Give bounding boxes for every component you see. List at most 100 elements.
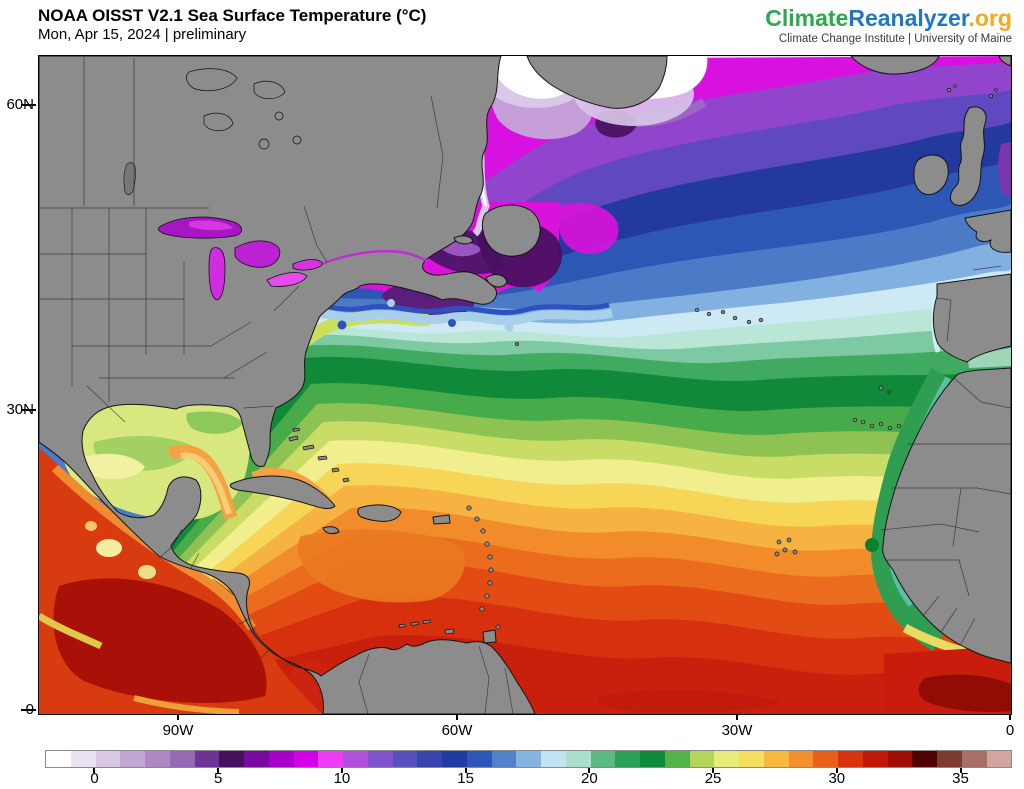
lon-tick: [1009, 714, 1011, 720]
colorbar-cell: [937, 751, 962, 767]
colorbar-cell: [640, 751, 665, 767]
anticosti: [453, 235, 474, 245]
iceland: [850, 56, 940, 75]
colorbar-label: 35: [952, 770, 969, 787]
colorbar-cell: [986, 751, 1012, 767]
colorbar-cell: [838, 751, 863, 767]
colorbar-tick: [588, 768, 591, 773]
logo-wordmark[interactable]: ClimateReanalyzer.org: [765, 5, 1012, 32]
colorbar-cell: [763, 751, 789, 767]
colorbar-cell: [590, 751, 616, 767]
greenland: [526, 56, 668, 109]
colorbar-cell: [912, 751, 937, 767]
jamaica: [322, 526, 340, 535]
lon-label: 30W: [721, 722, 753, 739]
colorbar-tick: [464, 768, 467, 773]
logo-part-climate: Climate: [765, 5, 849, 31]
colorbar-cell: [615, 751, 640, 767]
hispaniola: [357, 504, 402, 522]
colorbar-label: 20: [581, 770, 598, 787]
colorbar-label: 5: [214, 770, 223, 787]
africa: [882, 367, 1011, 664]
lon-label: 60W: [441, 722, 473, 739]
puerto-rico: [432, 514, 451, 525]
logo-part-reanalyzer: Reanalyzer: [848, 5, 969, 31]
lat-label: 60N: [6, 96, 34, 113]
sst-map: [38, 55, 1012, 715]
colorbar-cell: [343, 751, 368, 767]
colorbar-tick: [340, 768, 343, 773]
lat-tick: [21, 104, 36, 106]
islands-layer: [186, 68, 998, 635]
colorbar-cell: [516, 751, 541, 767]
colorbar-cell: [318, 751, 343, 767]
colorbar-cell: [862, 751, 888, 767]
lat-tick: [21, 709, 36, 711]
colorbar-tick: [217, 768, 220, 773]
colorbar-cell: [442, 751, 467, 767]
page-title: NOAA OISST V2.1 Sea Surface Temperature …: [38, 6, 427, 25]
iberia: [932, 273, 1011, 363]
colorbar-cell: [392, 751, 418, 767]
colorbar-cell: [367, 751, 393, 767]
colorbar-cell: [887, 751, 913, 767]
north-and-south-america: [39, 56, 536, 714]
colorbar-cell: [961, 751, 987, 767]
site-logo[interactable]: ClimateReanalyzer.org Climate Change Ins…: [765, 5, 1012, 45]
colorbar-cell: [95, 751, 121, 767]
borders-layer: [39, 56, 1011, 714]
ocean-features-tropics: [39, 293, 1011, 714]
colorbar-cell: [417, 751, 442, 767]
cuba: [229, 475, 336, 509]
lakes-layer: [123, 162, 430, 301]
lat-label: 0: [25, 701, 34, 718]
colorbar-cell: [120, 751, 145, 767]
lon-tick: [456, 714, 458, 720]
colorbar-cell: [466, 751, 492, 767]
colorbar-label: 25: [704, 770, 722, 787]
colorbar-tick: [93, 768, 96, 773]
colorbar-cell: [813, 751, 838, 767]
scandinavia-tip: [998, 56, 1011, 67]
colorbar-cell: [219, 751, 244, 767]
colorbar-cell: [46, 751, 71, 767]
logo-part-org: .org: [968, 5, 1012, 31]
lon-label: 90W: [162, 722, 194, 739]
colorbar-cell: [565, 751, 591, 767]
colorbar-cell: [541, 751, 566, 767]
colorbar-label: 10: [333, 770, 351, 787]
lon-label: 0: [1005, 722, 1015, 739]
temperature-colorbar: [45, 750, 1012, 768]
colorbar-cell: [739, 751, 764, 767]
colorbar-tick: [835, 768, 838, 773]
colorbar-cell: [788, 751, 814, 767]
lon-tick: [736, 714, 738, 720]
great-britain: [949, 106, 987, 206]
colorbar-cell: [689, 751, 715, 767]
colorbar-cell: [664, 751, 690, 767]
colorbar-cell: [714, 751, 739, 767]
cape-breton: [485, 274, 508, 288]
colorbar-label: 30: [828, 770, 846, 787]
date-line: Mon, Apr 15, 2024 | preliminary: [38, 26, 247, 43]
colorbar-cell: [491, 751, 517, 767]
colorbar-cell: [194, 751, 220, 767]
colorbar-cell: [293, 751, 319, 767]
colorbar-tick: [712, 768, 715, 773]
france: [964, 209, 1011, 253]
logo-tagline: Climate Change Institute | University of…: [778, 33, 1012, 45]
land-layer: [39, 56, 1011, 714]
colorbar-cell: [70, 751, 96, 767]
colorbar-cell: [145, 751, 170, 767]
colorbar-label: 0: [90, 770, 99, 787]
ireland: [913, 154, 949, 196]
colorbar-label: 15: [457, 770, 474, 787]
newfoundland: [482, 204, 541, 257]
trinidad: [482, 629, 497, 644]
colorbar-cell: [268, 751, 294, 767]
colorbar-tick: [959, 768, 962, 773]
colorbar-cell: [244, 751, 269, 767]
colorbar-cell: [169, 751, 195, 767]
lat-label: 30N: [6, 401, 34, 418]
